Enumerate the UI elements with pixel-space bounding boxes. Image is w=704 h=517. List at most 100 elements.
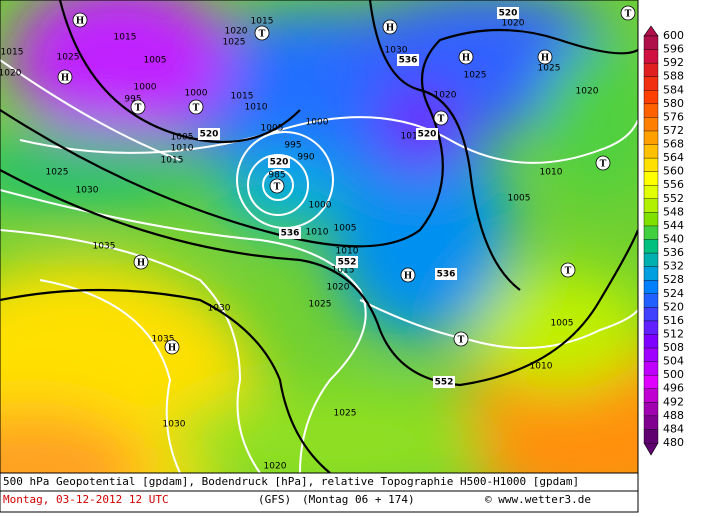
height-label: 536: [399, 56, 418, 66]
height-label-bg: [435, 268, 457, 280]
isobar-label: 1000: [134, 83, 157, 93]
legend-swatch: [643, 103, 659, 118]
isobar-label: 1025: [464, 71, 487, 81]
isobar-label: 1010: [540, 168, 563, 178]
legend-label: 500: [663, 368, 684, 381]
isobar-label: 1030: [385, 46, 408, 56]
legend-label: 560: [663, 165, 684, 178]
isobar-label: 1025: [223, 38, 246, 48]
pressure-center: H: [386, 24, 395, 34]
height-label-bg: [416, 128, 438, 140]
pressure-center: T: [274, 183, 281, 193]
pressure-center: T: [625, 10, 632, 20]
pressure-center: T: [458, 336, 465, 346]
height-label-bg: [268, 156, 290, 168]
isobar-label: 1035: [93, 242, 116, 252]
pressure-center: T: [438, 115, 445, 125]
legend-label: 496: [663, 382, 684, 395]
center-marker-bg: [269, 178, 285, 194]
height-label: 552: [435, 378, 454, 388]
isobar-label: 1025: [538, 64, 561, 74]
legend-swatch: [643, 320, 659, 335]
center-marker-bg: [72, 12, 88, 28]
pressure-center: H: [76, 17, 85, 27]
legend-label: 568: [663, 138, 684, 151]
isobar-label: 1005: [144, 56, 167, 66]
isobar-label: 1020: [225, 27, 248, 37]
height-label: 520: [200, 130, 219, 140]
isobar-label: 990: [297, 153, 314, 163]
legend-swatch: [643, 402, 659, 417]
legend-swatch: [643, 144, 659, 159]
map-labels: 1015102010251015100510009951000102010251…: [0, 5, 636, 472]
isobar-label: 1015: [1, 48, 24, 58]
legend-swatch: [643, 374, 659, 390]
legend-label: 480: [663, 436, 684, 449]
isobar-label: 1025: [46, 168, 69, 178]
center-marker-bg: [164, 339, 180, 355]
center-marker-bg: [453, 331, 469, 347]
legend-swatch: [643, 49, 659, 64]
isobars: [0, 59, 638, 473]
legend-label: 580: [663, 97, 684, 110]
pressure-center: H: [61, 74, 70, 84]
height-label: 552: [338, 258, 357, 268]
center-marker-bg: [57, 69, 73, 85]
isobar-label: 1020: [434, 91, 457, 101]
isobar-label: 995: [284, 141, 301, 151]
legend-label: 540: [663, 233, 684, 246]
isobar-label: 1000: [306, 118, 329, 128]
legend-label: 576: [663, 110, 684, 123]
legend-label: 484: [663, 422, 684, 435]
isobar-label: 1015: [161, 156, 184, 166]
isobar-label: 1025: [309, 300, 332, 310]
isobar-label: 1010: [245, 103, 268, 113]
pressure-center: T: [565, 267, 572, 277]
legend-swatch: [643, 429, 659, 444]
height-label: 536: [437, 270, 456, 280]
isobar-label: 1010: [336, 247, 359, 257]
legend-swatch: [643, 117, 659, 132]
isobar-label: 1020: [0, 69, 22, 79]
legend-label: 488: [663, 409, 684, 422]
height-label: 520: [499, 9, 518, 19]
isobar-label: 1030: [76, 186, 99, 196]
legend-swatch: [643, 76, 659, 91]
footer-run: (Montag 06 + 174): [302, 493, 415, 506]
legend-swatch: [643, 198, 659, 213]
isobar-label: 1015: [401, 132, 424, 142]
pressure-center: H: [462, 54, 471, 64]
legend-swatch: [643, 361, 659, 376]
height-label-bg: [433, 376, 455, 388]
center-marker-bg: [400, 267, 416, 283]
legend-swatch: [643, 280, 659, 295]
legend-label: 512: [663, 327, 684, 340]
legend-label: 528: [663, 273, 684, 286]
legend-swatch: [643, 130, 659, 146]
legend-swatch: [643, 388, 659, 403]
legend-label: 548: [663, 205, 684, 218]
isobar-label: 1020: [502, 19, 525, 29]
isobar-label: 1005: [508, 194, 531, 204]
center-marker-bg: [595, 155, 611, 171]
legend-swatch: [643, 90, 659, 105]
footer-line: 500 hPa Geopotential [gpdam], Bodendruck…: [3, 475, 579, 488]
legend-label: 564: [663, 151, 684, 164]
isobar-label: 1015: [231, 92, 254, 102]
isobar-label: 985: [268, 171, 285, 181]
pressure-center: T: [600, 160, 607, 170]
center-marker-bg: [458, 49, 474, 65]
height-label-bg: [336, 256, 358, 268]
center-marker-bg: [620, 5, 636, 21]
legend-swatch: [643, 415, 659, 430]
legend-swatch: [643, 62, 659, 78]
height-label-bg: [198, 128, 220, 140]
center-marker-bg: [254, 25, 270, 41]
isobar-label: 1000: [309, 201, 332, 211]
legend-label: 536: [663, 246, 684, 259]
isobar-label: 995: [124, 95, 141, 105]
legend-label: 572: [663, 124, 684, 137]
isobar-label: 1020: [576, 87, 599, 97]
